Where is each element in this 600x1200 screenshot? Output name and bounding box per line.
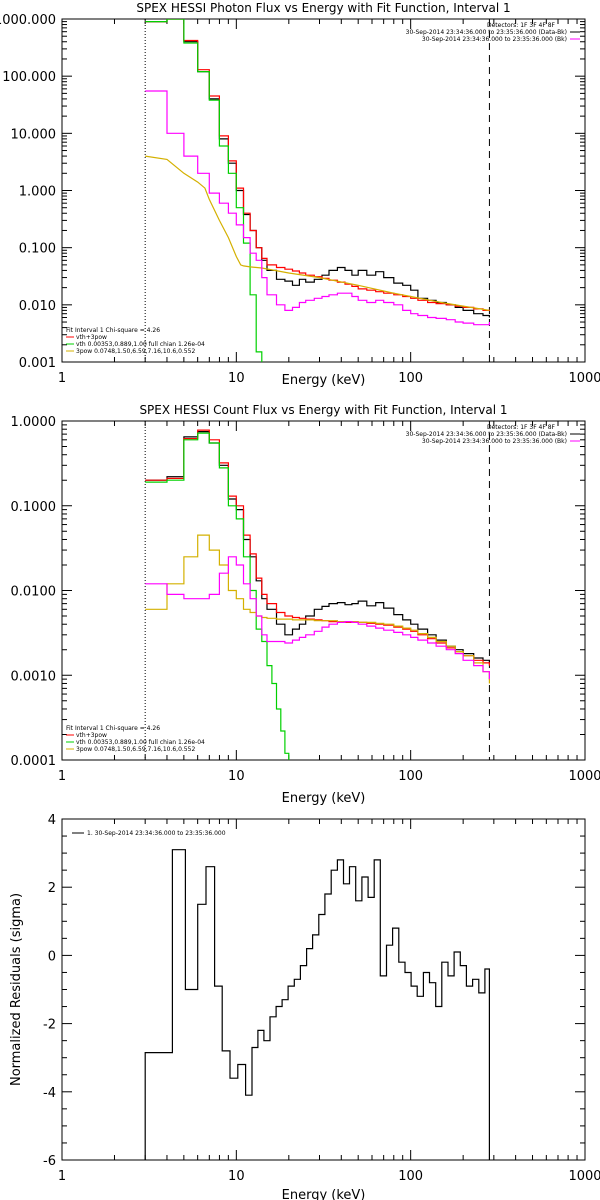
series-line	[144, 849, 490, 1160]
legend-label: 1. 30-Sep-2014 23:34:36.000 to 23:35:36.…	[87, 830, 226, 837]
x-tick-label: 10	[228, 371, 245, 386]
legend-label: 3pow 0.0748,1.50,6.59,7.16,10.6,0.552	[76, 746, 195, 753]
y-tick-label: 0.100	[19, 242, 56, 257]
series-line	[145, 19, 263, 362]
chart-title: SPEX HESSI Count Flux vs Energy with Fit…	[139, 403, 507, 417]
y-tick-label: 100.000	[2, 70, 56, 85]
x-axis-label: Energy (keV)	[282, 1188, 366, 1200]
plot-frame	[61, 420, 586, 761]
legend-label: vth+3pow	[76, 334, 107, 341]
x-tick-label: 100	[398, 1169, 423, 1184]
series-group	[145, 429, 490, 760]
x-tick-label: 100	[398, 371, 423, 386]
plot-frame	[61, 18, 586, 363]
legend-label: vth 0.00353,0.889,1.00 full chian 1.26e-…	[76, 739, 205, 746]
header-text: 30-Sep-2014 23:34:36.000 to 23:35:36.000…	[406, 29, 567, 36]
x-axis-label: Energy (keV)	[282, 791, 366, 806]
x-tick-label: 1000	[568, 371, 600, 386]
x-tick-label: 100	[398, 769, 423, 784]
x-tick-label: 10	[228, 769, 245, 784]
y-axis-label: Normalized Residuals (sigma)	[9, 893, 24, 1086]
header-text: Detectors: 1F 3F 4F 8F	[487, 424, 556, 431]
series-line	[145, 432, 290, 760]
x-tick-label: 1	[58, 1169, 66, 1184]
fit-info-text: Fit Interval 1 Chi-square = 4.26	[66, 725, 160, 732]
y-tick-label: 2	[48, 881, 56, 896]
series-line	[145, 90, 490, 326]
x-tick-label: 1	[58, 769, 66, 784]
count-flux-panel: SPEX HESSI Count Flux vs Energy with Fit…	[11, 403, 600, 806]
header-text: Detectors: 1F 3F 4F 8F	[487, 22, 556, 29]
x-tick-label: 10	[228, 1169, 245, 1184]
residuals-panel: 1 10 100 1000 -6 -4 -2 0 2 4 Energy (keV) Normalize…	[9, 813, 600, 1200]
y-tick-label: 0.010	[19, 299, 56, 314]
y-tick-label: -2	[43, 1018, 56, 1033]
y-tick-label: 0.001	[19, 356, 56, 371]
series-line	[145, 556, 490, 680]
header-text: 30-Sep-2014 23:34:36.000 to 23:35:36.000…	[422, 36, 567, 43]
y-tick-label: 4	[48, 813, 56, 828]
fit-info-text: Fit Interval 1 Chi-square = 4.26	[66, 327, 160, 334]
series-group	[145, 19, 490, 362]
legend-label: 3pow 0.0748,1.50,6.59,7.16,10.6,0.552	[76, 348, 195, 355]
plot-frame	[61, 818, 586, 1161]
series-line	[145, 19, 490, 318]
x-tick-label: 1000	[568, 769, 600, 784]
y-tick-label: 0.1000	[11, 500, 57, 515]
y-tick-label: 0.0100	[11, 585, 57, 600]
series-line	[145, 155, 490, 311]
y-tick-label: 0.0010	[11, 669, 57, 684]
y-tick-label: 0	[48, 949, 56, 964]
series-line	[145, 429, 490, 666]
header-text: 30-Sep-2014 23:34:36.000 to 23:35:36.000…	[422, 438, 567, 445]
y-tick-label: -4	[43, 1086, 56, 1101]
y-tick-label: 1000.000	[0, 13, 56, 28]
series-group	[144, 849, 490, 1160]
y-tick-label: 10.000	[11, 127, 57, 142]
series-line	[145, 19, 490, 311]
photon-flux-panel: SPEX HESSI Photon Flux vs Energy with Fi…	[0, 1, 600, 388]
x-axis-label: Energy (keV)	[282, 373, 366, 388]
series-line	[145, 431, 490, 663]
y-tick-label: 1.000	[19, 185, 56, 200]
y-tick-label: 0.0001	[11, 754, 57, 769]
series-line	[145, 534, 490, 684]
x-tick-label: 1000	[568, 1169, 600, 1184]
header-text: 30-Sep-2014 23:34:36.000 to 23:35:36.000…	[406, 431, 567, 438]
chart-title: SPEX HESSI Photon Flux vs Energy with Fi…	[136, 1, 510, 15]
legend-label: vth 0.00353,0.889,1.00 full chian 1.26e-…	[76, 341, 205, 348]
legend-label: vth+3pow	[76, 732, 107, 739]
y-tick-label: -6	[43, 1154, 56, 1169]
y-tick-label: 1.0000	[11, 415, 57, 430]
x-tick-label: 1	[58, 371, 66, 386]
